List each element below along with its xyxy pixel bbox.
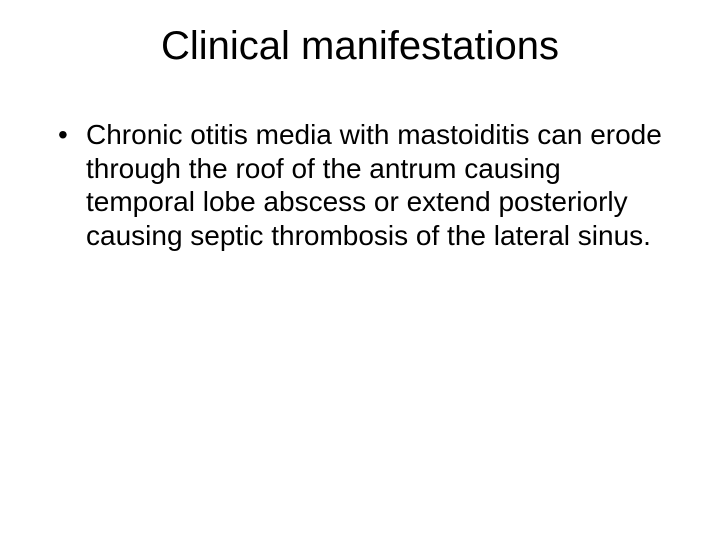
bullet-item: Chronic otitis media with mastoiditis ca…	[54, 118, 666, 252]
slide-body: Chronic otitis media with mastoiditis ca…	[54, 118, 666, 252]
bullet-list: Chronic otitis media with mastoiditis ca…	[54, 118, 666, 252]
slide-title: Clinical manifestations	[0, 24, 720, 69]
slide: Clinical manifestations Chronic otitis m…	[0, 0, 720, 540]
